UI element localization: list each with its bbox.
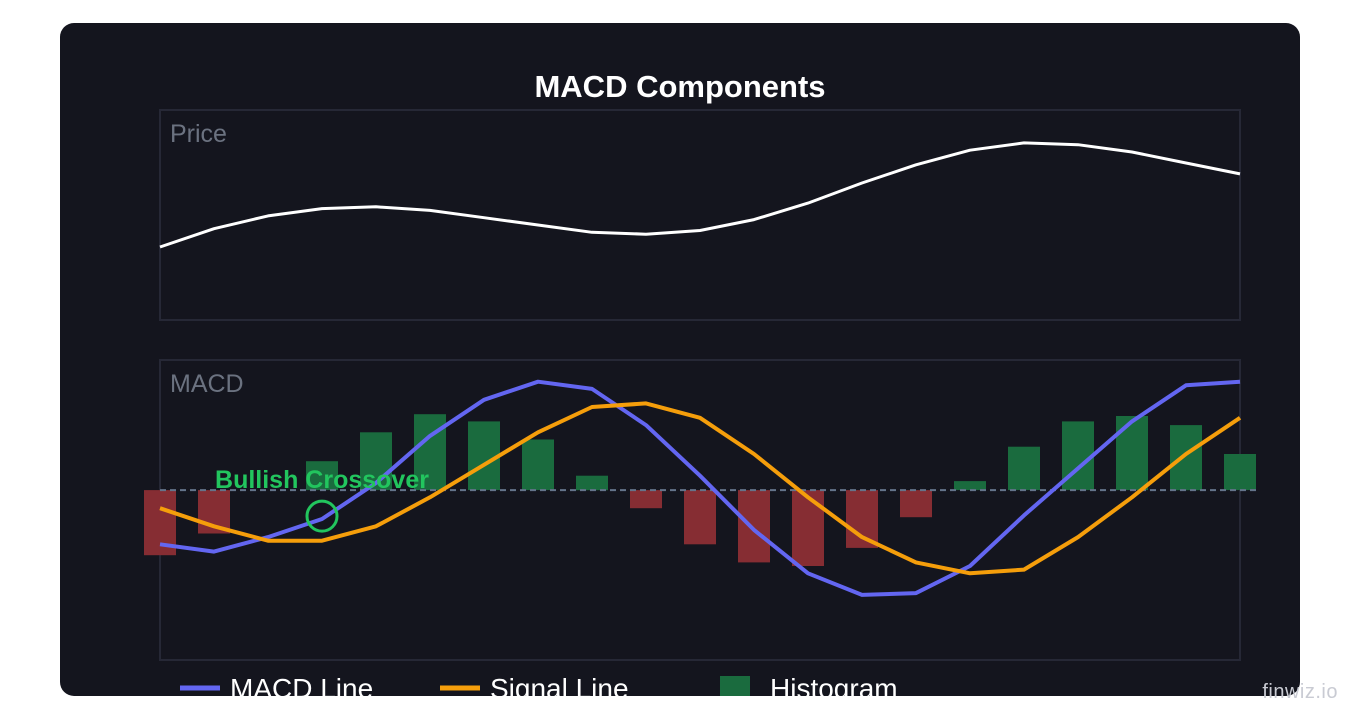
price-line	[159, 141, 1241, 249]
watermark: finwiz.io	[1262, 681, 1338, 703]
legend-label: Signal Line	[490, 673, 629, 696]
histogram-bar	[468, 421, 500, 491]
chart-title: MACD Components	[534, 69, 826, 104]
histogram-bar	[900, 490, 932, 518]
macd-chart: Price MACD Bullish Crossover MACD Line Si…	[144, 109, 1258, 696]
histogram-bar	[306, 461, 338, 491]
macd-line	[159, 379, 1241, 597]
histogram-bar	[630, 490, 662, 509]
histogram-bar	[522, 439, 554, 491]
histogram-bar	[792, 490, 824, 566]
histogram-bar	[576, 475, 608, 491]
legend: MACD Line Signal Line Histogram	[180, 673, 898, 696]
crossover-annotation: Bullish Crossover	[215, 466, 429, 494]
histogram-bar	[1008, 446, 1040, 491]
chart-card: MACD Components Price MACD Bullish Cross…	[60, 23, 1300, 696]
histogram-bar	[954, 481, 986, 491]
histogram-bar	[738, 490, 770, 563]
macd-panel-label: MACD	[170, 370, 244, 398]
histogram-bar	[684, 490, 716, 545]
legend-label: MACD Line	[230, 673, 373, 696]
crossover-marker	[305, 499, 339, 533]
price-panel-frame	[159, 109, 1241, 321]
histogram-bar	[1224, 454, 1256, 491]
legend-label: Histogram	[770, 673, 898, 696]
histogram-bar	[1116, 416, 1148, 491]
histogram-bar	[1170, 425, 1202, 491]
signal-line	[159, 401, 1242, 576]
price-panel-label: Price	[170, 120, 227, 148]
legend-swatch	[720, 676, 750, 696]
